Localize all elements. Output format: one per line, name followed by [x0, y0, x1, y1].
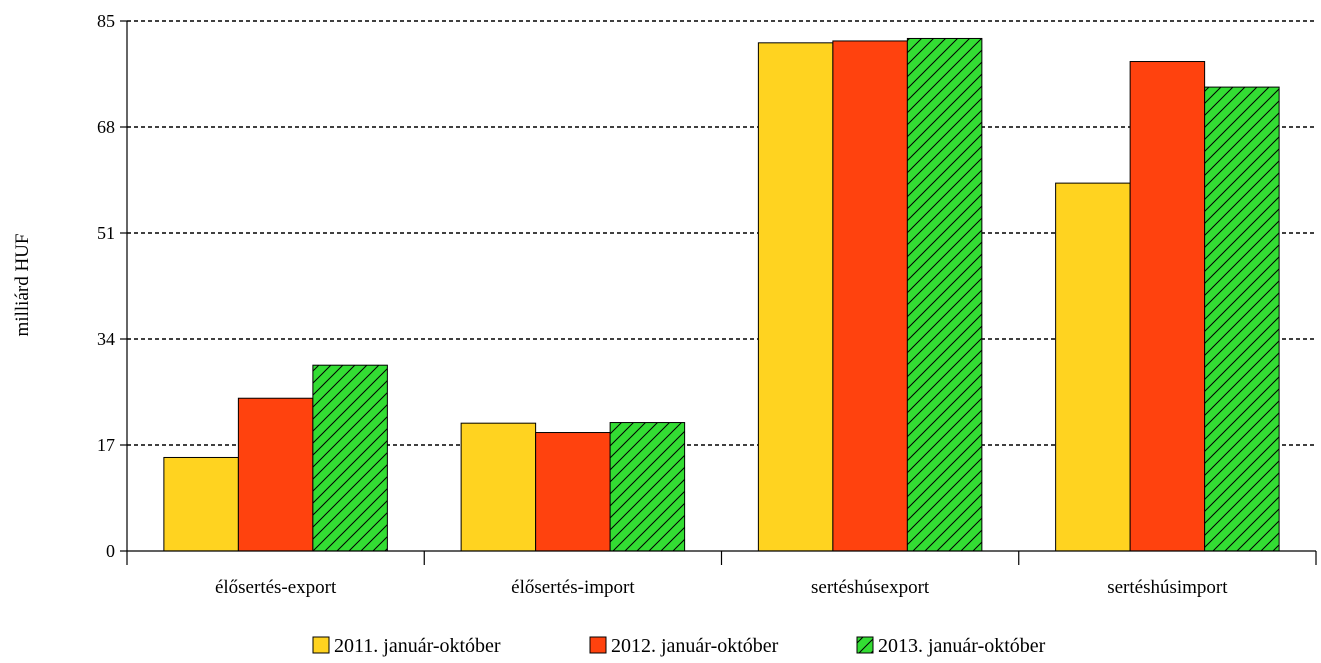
bar: [1129, 61, 1206, 552]
bar: [906, 37, 983, 552]
bar: [460, 422, 537, 552]
legend-swatch: [589, 636, 607, 654]
y-tick-label: 51: [97, 223, 115, 243]
y-tick-label: 68: [97, 117, 115, 137]
bar: [312, 364, 388, 552]
x-tick-label: élősertés-import: [511, 577, 635, 598]
axes: 0 17 34 51 68 85 élősertés-export élősertés-imp…: [97, 11, 1317, 598]
bar: [757, 42, 834, 552]
legend-label: 2013. január-október: [878, 635, 1046, 657]
bar: [535, 432, 611, 552]
legend-label: 2012. január-október: [611, 635, 779, 657]
legend-label: 2011. január-október: [334, 635, 501, 657]
y-tick-label: 17: [97, 435, 115, 455]
bar: [1055, 182, 1131, 552]
bar: [609, 422, 686, 552]
y-tick-label: 34: [97, 329, 115, 349]
y-axis-title: milliárd HUF: [12, 234, 33, 337]
y-tick-label: 85: [97, 11, 115, 31]
y-tick-label: 0: [106, 541, 115, 561]
legend: 2011. január-október 2012. január-október…: [312, 635, 1046, 657]
bar: [163, 456, 239, 552]
x-tick-label: sertéshúsexport: [811, 577, 930, 598]
bar: [1204, 86, 1280, 552]
x-tick-label: sertéshúsimport: [1107, 577, 1228, 598]
bar: [237, 397, 314, 552]
legend-swatch: [312, 636, 330, 654]
legend-swatch: [856, 636, 874, 654]
bars: [163, 37, 1280, 552]
bar: [832, 40, 908, 552]
x-tick-label: élősertés-export: [215, 577, 337, 598]
